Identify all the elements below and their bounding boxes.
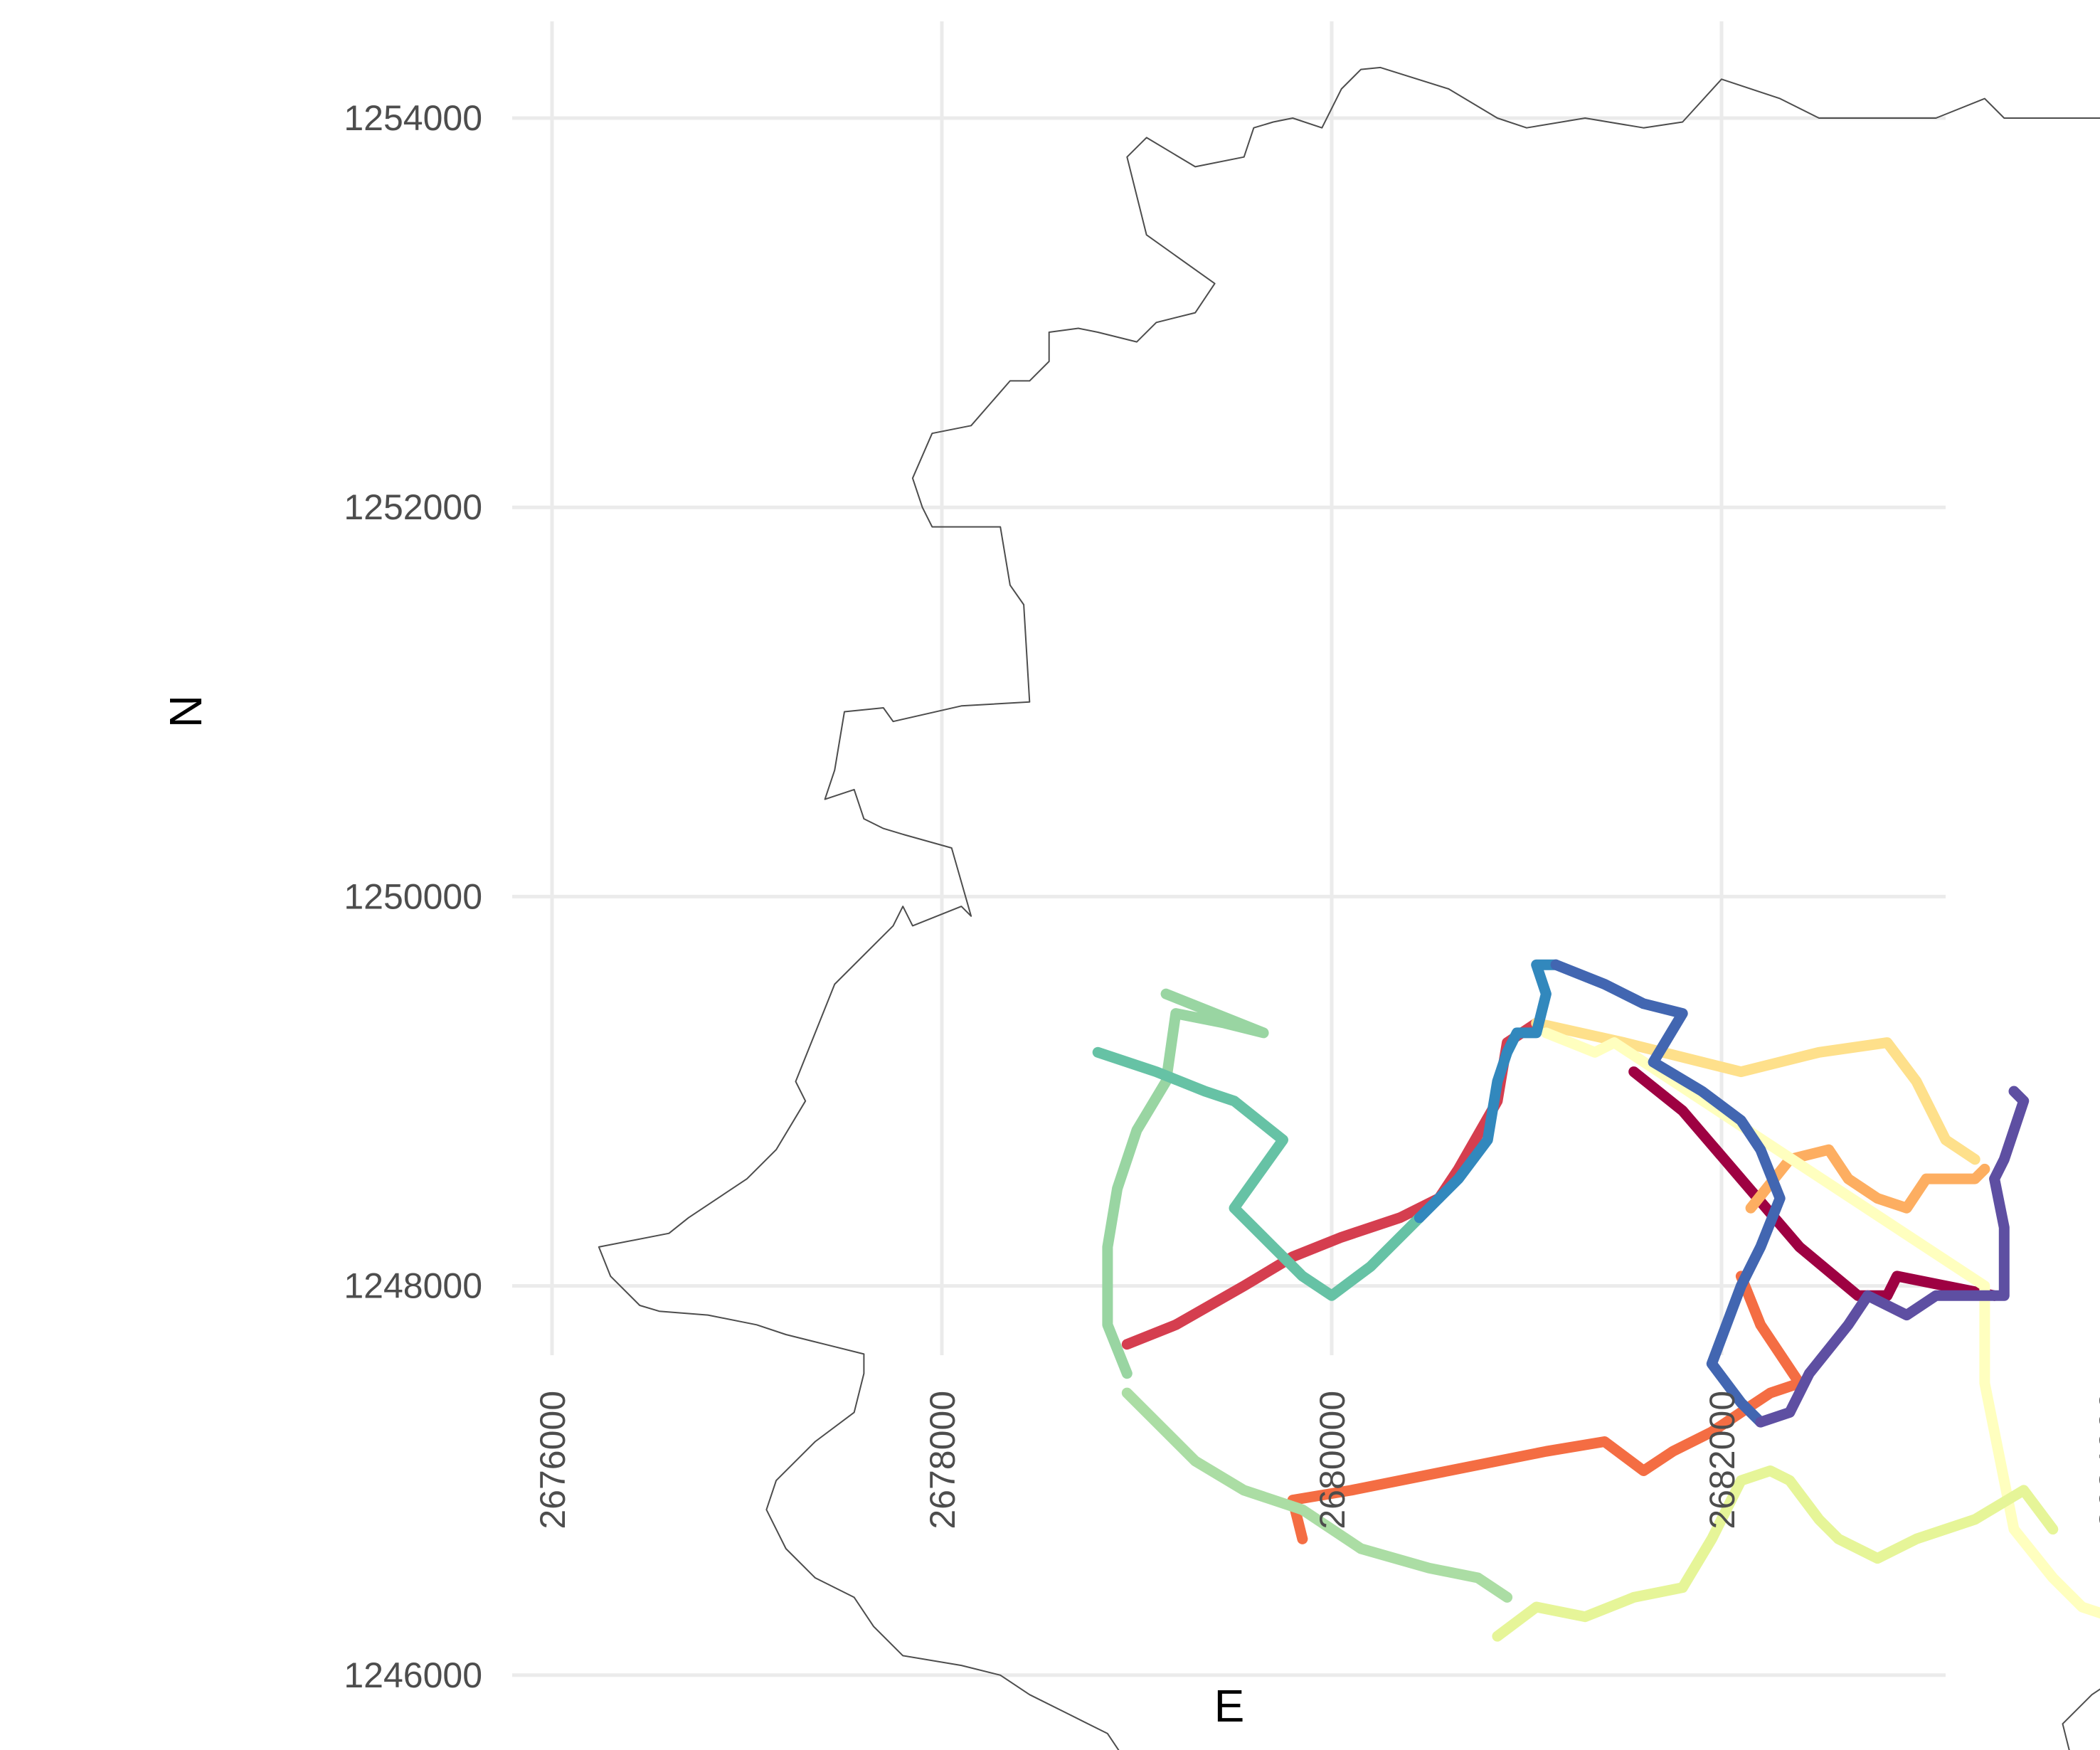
y-tick-label: 1254000: [344, 98, 482, 138]
x-tick-label: 2682000: [1702, 1391, 1742, 1529]
x-tick-label: 2680000: [1312, 1391, 1352, 1529]
y-tick-label: 1252000: [344, 487, 482, 527]
y-axis-tick-labels: 1242000124400012460001248000125000012520…: [344, 98, 482, 1695]
track-line-9: [1102, 988, 1269, 1379]
track-line-3: [1287, 1271, 1805, 1544]
boundary-layer: [598, 66, 2100, 1750]
x-tick-label: 2676000: [533, 1391, 573, 1529]
x-axis-tick-labels: 2676000267800026800002682000268400026860…: [533, 1391, 2100, 1529]
track-line-6: [1540, 1027, 2100, 1619]
track-line-7: [1492, 1465, 2059, 1642]
track-line-1: [1628, 1066, 2000, 1301]
y-tick-label: 1248000: [344, 1266, 482, 1306]
track-line-4: [1745, 1144, 1990, 1214]
district-boundary: [598, 66, 2100, 1750]
x-axis-title: E: [1214, 1680, 1245, 1732]
x-tick-label: 2684000: [2092, 1391, 2100, 1529]
track-line-13: [1755, 1086, 2030, 1428]
track-line-5: [1531, 1017, 1980, 1165]
track-lines: [1092, 959, 2100, 1642]
track-line-11: [1414, 959, 1561, 1224]
track-line-10: [1092, 1046, 1425, 1301]
x-tick-label: 2678000: [923, 1391, 962, 1529]
y-axis-title: N: [160, 695, 211, 728]
track-line-8: [1121, 1387, 1513, 1603]
y-tick-label: 1250000: [344, 876, 482, 916]
track-line-12: [1550, 959, 1786, 1428]
y-tick-label: 1246000: [344, 1655, 482, 1695]
grid-lines: [512, 21, 1946, 1677]
